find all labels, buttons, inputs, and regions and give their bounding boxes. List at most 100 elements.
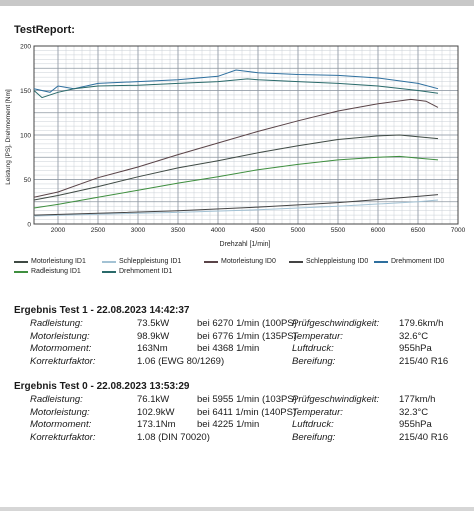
legend-item: Radleistung ID1 <box>14 268 81 275</box>
row-rpm: bei 6776 1/min (135PS) <box>197 330 297 342</box>
row-value: 173.1Nm <box>137 419 176 431</box>
y-tick-label: 100 <box>20 133 31 140</box>
row-label: Korrekturfaktor: <box>30 431 96 443</box>
row-label: Radleistung: <box>30 318 83 329</box>
series-line-motorleistung-id0 <box>33 98 439 198</box>
result-row: Motormoment: 163Nm bei 4368 1/min Luftdr… <box>14 343 470 356</box>
x-tick-label: 7000 <box>451 227 466 234</box>
row-value2: 955hPa <box>399 419 432 431</box>
row-value2: 32.3°C <box>399 406 429 418</box>
scan-edge-top <box>0 0 474 6</box>
y-axis-label: Leistung [PS], Drehmoment [Nm] <box>5 89 12 185</box>
legend-item: Schleppleistung ID1 <box>102 258 181 265</box>
series-line-schleppleistung-id0 <box>33 194 439 216</box>
series-line-schleppleistung-id1 <box>33 199 439 217</box>
row-value: 1.06 (EWG 80/1269) <box>137 355 225 367</box>
row-label2: Luftdruck: <box>292 419 334 431</box>
series-line-radleistung-id1 <box>33 155 439 209</box>
result-row: Radleistung: 73.5kW bei 6270 1/min (100P… <box>14 318 470 331</box>
legend-item: Drehmoment ID1 <box>102 268 172 275</box>
x-tick-label: 2500 <box>91 227 106 234</box>
row-value2: 215/40 R16 <box>399 355 449 367</box>
row-value2: 215/40 R16 <box>399 431 449 443</box>
row-label2: Luftdruck: <box>292 343 334 355</box>
plot-frame <box>33 45 459 225</box>
row-value2: 179.6km/h <box>399 318 444 329</box>
y-tick-label: 0 <box>27 222 31 229</box>
legend-swatch <box>374 260 388 263</box>
row-rpm: bei 6411 1/min (140PS) <box>197 406 297 418</box>
row-label: Motorleistung: <box>30 330 90 342</box>
row-label2: Temperatur: <box>292 330 343 342</box>
row-label: Korrekturfaktor: <box>30 355 96 367</box>
legend-swatch <box>14 270 28 273</box>
result-row: Korrekturfaktor: 1.06 (EWG 80/1269) Bere… <box>14 356 470 369</box>
legend-item: Schleppleistung ID0 <box>289 258 368 265</box>
x-tick-label: 6000 <box>371 227 386 234</box>
series-line-motorleistung-id1 <box>33 134 439 201</box>
chart-grid <box>34 46 459 224</box>
row-value: 1.08 (DIN 70020) <box>137 431 210 443</box>
legend-swatch <box>102 260 116 263</box>
row-label: Motormoment: <box>30 343 92 355</box>
row-value2: 955hPa <box>399 343 432 355</box>
x-tick-label: 5500 <box>331 227 346 234</box>
row-label2: Bereifung: <box>292 355 336 367</box>
row-label2: Temperatur: <box>292 406 343 418</box>
y-tick-label: 50 <box>24 177 32 184</box>
row-value2: 32.6°C <box>399 330 429 342</box>
result-row: Korrekturfaktor: 1.08 (DIN 70020) Bereif… <box>14 432 470 445</box>
chart-axes: 2000 2500 3000 3500 4000 4500 5000 5500 6000 6500… <box>20 44 465 235</box>
x-tick-label: 4500 <box>251 227 266 234</box>
row-label: Motormoment: <box>30 419 92 431</box>
scan-edge-bottom <box>0 507 474 511</box>
legend-item: Motorleistung ID0 <box>204 258 276 265</box>
legend-item: Drehmoment ID0 <box>374 258 444 265</box>
result-title: Ergebnis Test 0 - 22.08.2023 13:53:29 <box>14 381 190 392</box>
x-tick-label: 3000 <box>131 227 146 234</box>
result-test-1: Ergebnis Test 1 - 22.08.2023 14:42:37 Ra… <box>14 305 470 368</box>
legend-label: Motorleistung ID1 <box>31 258 86 265</box>
row-value: 73.5kW <box>137 318 170 329</box>
y-tick-label: 150 <box>20 88 31 95</box>
x-tick-label: 6500 <box>411 227 426 234</box>
dyno-chart: 2000 2500 3000 3500 4000 4500 5000 5500 6000 6500… <box>5 44 466 249</box>
result-row: Radleistung: 76.1kW bei 5955 1/min (103P… <box>14 394 470 407</box>
row-value2: 177km/h <box>399 394 436 405</box>
row-rpm: bei 6270 1/min (100PS) <box>197 318 297 329</box>
x-tick-label: 4000 <box>211 227 226 234</box>
result-row: Motormoment: 173.1Nm bei 4225 1/min Luft… <box>14 419 470 432</box>
legend-swatch <box>289 260 303 263</box>
legend-label: Drehmoment ID0 <box>391 258 445 265</box>
row-rpm: bei 4225 1/min <box>197 419 260 431</box>
series-line-drehmoment-id0 <box>33 69 439 93</box>
row-label2: Prüfgeschwindigkeit: <box>292 394 380 405</box>
legend-label: Radleistung ID1 <box>31 268 81 275</box>
row-value: 102.9kW <box>137 406 175 418</box>
legend-item: Motorleistung ID1 <box>14 258 86 265</box>
legend-swatch <box>102 270 116 273</box>
row-value: 163Nm <box>137 343 168 355</box>
legend-label: Drehmoment ID1 <box>119 268 173 275</box>
legend-swatch <box>14 260 28 263</box>
chart-series <box>33 69 439 217</box>
result-row: Motorleistung: 98.9kW bei 6776 1/min (13… <box>14 331 470 344</box>
legend-label: Schleppleistung ID1 <box>119 258 182 265</box>
legend-label: Motorleistung ID0 <box>221 258 276 265</box>
x-tick-label: 2000 <box>51 227 66 234</box>
result-title: Ergebnis Test 1 - 22.08.2023 14:42:37 <box>14 305 190 316</box>
legend-swatch <box>204 260 218 263</box>
result-row: Motorleistung: 102.9kW bei 6411 1/min (1… <box>14 407 470 420</box>
x-tick-label: 5000 <box>291 227 306 234</box>
y-tick-label: 200 <box>20 44 31 51</box>
row-value: 76.1kW <box>137 394 170 405</box>
legend-label: Schleppleistung ID0 <box>306 258 369 265</box>
row-value: 98.9kW <box>137 330 170 342</box>
result-test-0: Ergebnis Test 0 - 22.08.2023 13:53:29 Ra… <box>14 381 470 444</box>
series-line-drehmoment-id1 <box>33 78 439 99</box>
row-rpm: bei 5955 1/min (103PS) <box>197 394 297 405</box>
row-label2: Bereifung: <box>292 431 336 443</box>
x-tick-label: 3500 <box>171 227 186 234</box>
report-title: TestReport: <box>14 24 75 36</box>
row-label: Motorleistung: <box>30 406 90 418</box>
